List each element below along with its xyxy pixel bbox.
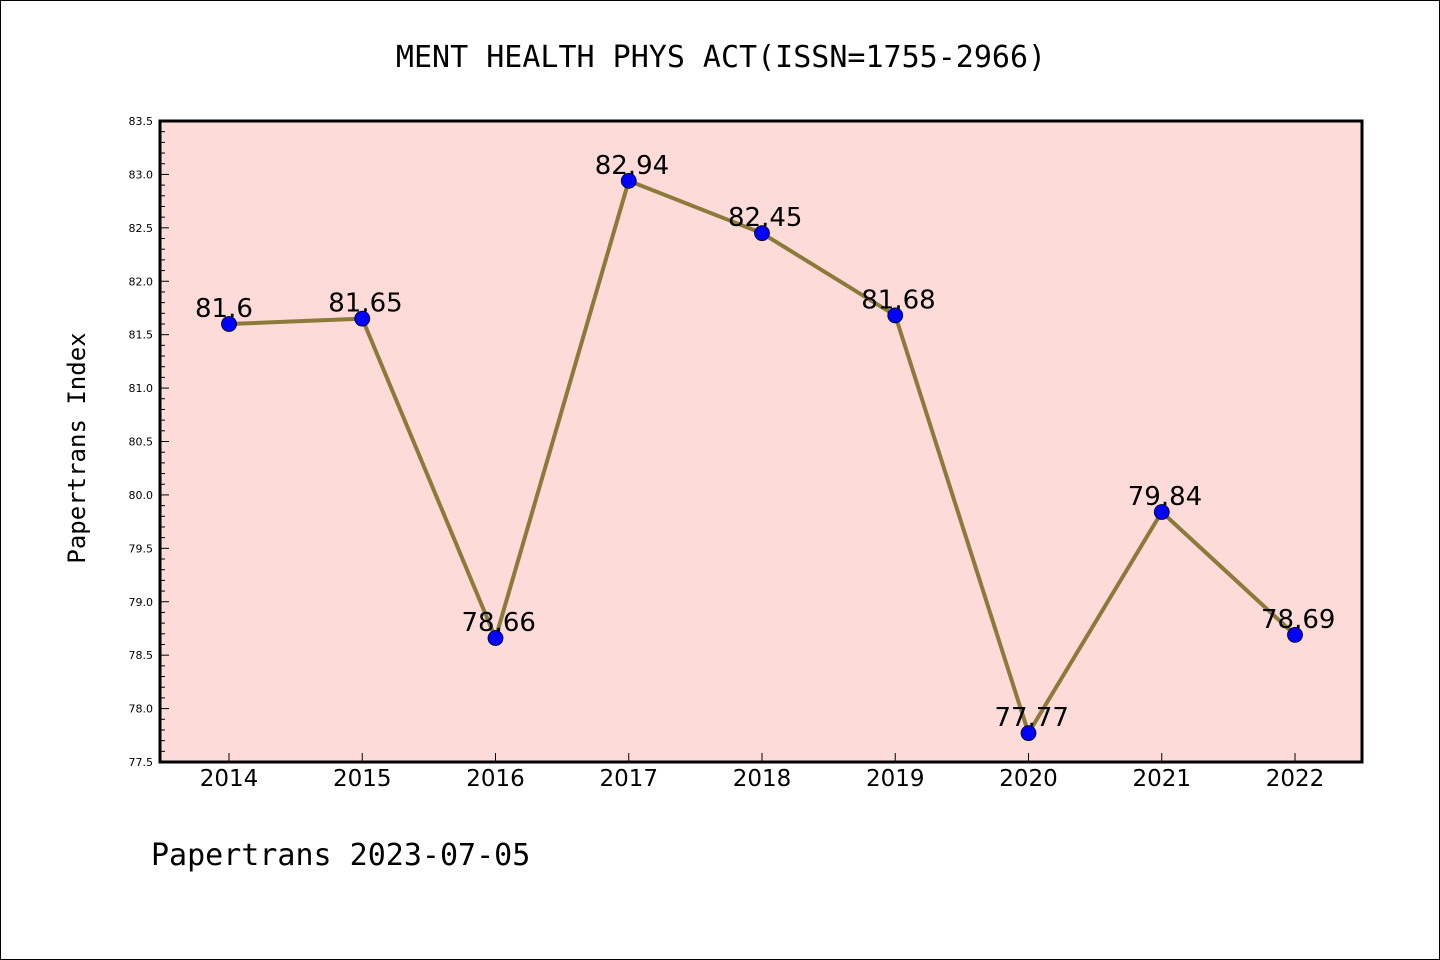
data-point bbox=[1020, 725, 1037, 742]
y-tick-label: 78.0 bbox=[129, 703, 154, 716]
x-tick-label: 2014 bbox=[200, 766, 259, 792]
plot-border bbox=[158, 119, 1364, 764]
data-label: 78.66 bbox=[462, 608, 536, 638]
y-tick-label: 78.5 bbox=[129, 649, 154, 662]
x-tick-label: 2020 bbox=[999, 766, 1058, 792]
y-tick-label: 77.5 bbox=[129, 756, 154, 769]
x-tick-label: 2018 bbox=[733, 766, 792, 792]
y-tick-label: 79.0 bbox=[129, 596, 154, 609]
data-point bbox=[887, 307, 904, 324]
data-point bbox=[487, 630, 504, 646]
footer-source-date: Papertrans 2023-07-05 bbox=[151, 838, 530, 873]
data-label: 81.68 bbox=[861, 285, 935, 315]
x-axis: 2014 2015 2016 2017 2018 2019 2020 2021 2022 bbox=[200, 753, 1325, 792]
data-label: 78.69 bbox=[1261, 605, 1335, 635]
chart-title: MENT HEALTH PHYS ACT(ISSN=1755-2966) bbox=[396, 40, 1046, 75]
y-tick-label: 80.0 bbox=[129, 489, 154, 502]
data-point bbox=[221, 316, 237, 332]
data-point bbox=[354, 310, 371, 327]
data-label: 79.84 bbox=[1128, 482, 1202, 512]
x-tick-label: 2021 bbox=[1132, 766, 1191, 792]
y-tick-label: 79.5 bbox=[129, 542, 154, 555]
y-tick-label: 82.5 bbox=[129, 222, 154, 235]
y-tick-label: 83.0 bbox=[129, 168, 154, 181]
data-point bbox=[1287, 626, 1303, 643]
y-tick-label: 83.5 bbox=[129, 115, 154, 128]
x-tick-label: 2022 bbox=[1266, 766, 1325, 792]
y-tick-label: 81.0 bbox=[129, 382, 154, 395]
data-label: 81.65 bbox=[328, 289, 402, 319]
data-label: 77.77 bbox=[995, 703, 1069, 733]
series-layer bbox=[221, 172, 1303, 742]
data-labels: 81.6 81.65 78.66 82.94 82.45 81.68 77.77 79.84 7… bbox=[195, 151, 1335, 733]
y-tick-label: 82.0 bbox=[129, 275, 154, 288]
x-tick-label: 2017 bbox=[599, 766, 658, 792]
data-label: 81.6 bbox=[195, 294, 253, 324]
y-axis-label: Papertrans Index bbox=[63, 332, 91, 563]
x-tick-label: 2015 bbox=[333, 766, 392, 792]
data-label: 82.45 bbox=[728, 203, 802, 233]
data-point bbox=[754, 225, 770, 242]
data-label: 82.94 bbox=[595, 151, 669, 181]
y-tick-label: 81.5 bbox=[129, 329, 154, 342]
y-axis: 77.5 78.0 78.5 79.0 79.5 80.0 80.5 81.0 81.5 82.0… bbox=[129, 115, 169, 769]
data-point bbox=[620, 172, 637, 189]
data-point bbox=[1153, 504, 1170, 520]
x-tick-label: 2019 bbox=[866, 766, 925, 792]
x-tick-label: 2016 bbox=[466, 766, 525, 792]
y-tick-label: 80.5 bbox=[129, 436, 154, 449]
